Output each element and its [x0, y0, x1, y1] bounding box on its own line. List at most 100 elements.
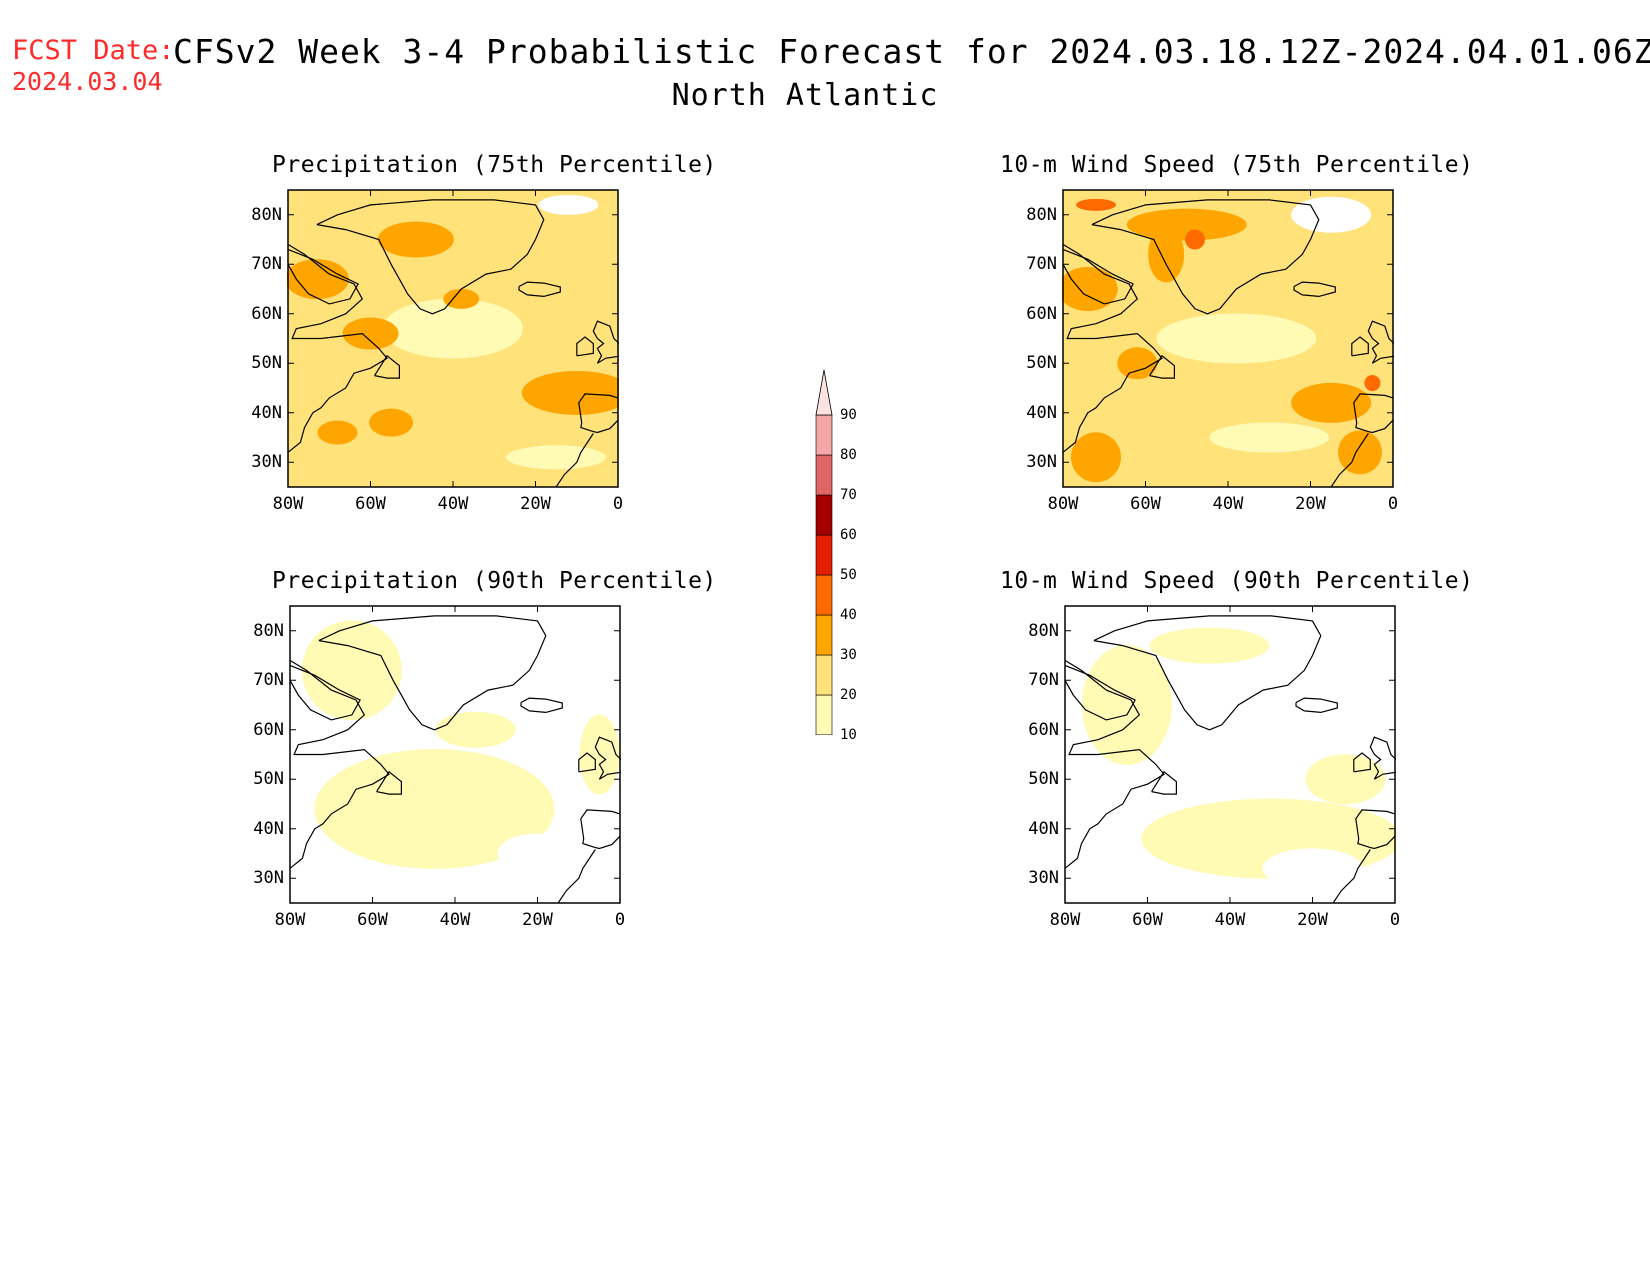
lon-tick-label: 0: [612, 494, 624, 514]
ireland-coast: [1351, 336, 1369, 357]
map-wind-75th: [1062, 189, 1394, 488]
lat-tick-label: 80N: [1028, 620, 1059, 641]
lon-tick-label: 60W: [357, 910, 388, 930]
iberia-coast: [1355, 809, 1396, 850]
lon-tick-label: 80W: [272, 494, 304, 514]
field-patch-white: [538, 194, 599, 215]
map-ticks: [1064, 606, 1396, 903]
map-precip-90th: [289, 605, 621, 904]
north-america-coast: [287, 243, 388, 453]
newfoundland-coast: [376, 770, 403, 795]
map-content: [287, 189, 619, 488]
map-ticks: [287, 190, 619, 487]
lon-tick-label: 60W: [1130, 494, 1161, 514]
field-patch-orange: [1062, 267, 1118, 311]
map-ticks: [1062, 190, 1394, 487]
lat-tick-label: 30N: [253, 868, 284, 889]
colorbar-segment: [815, 614, 833, 656]
ireland-coast: [576, 336, 594, 357]
coastlines: [289, 615, 621, 904]
colorbar-level-label: 70: [840, 487, 857, 503]
baffin-coast: [287, 248, 359, 305]
lat-tick-label: 60N: [1028, 719, 1059, 740]
great-britain-coast: [594, 736, 621, 780]
field-patch-light: [314, 748, 555, 869]
north-america-coast: [289, 659, 390, 869]
africa-coast: [1332, 849, 1371, 904]
lat-tick-label: 30N: [1026, 452, 1057, 473]
iberia-coast: [580, 809, 621, 850]
map-ticks: [289, 606, 621, 903]
greenland-coast: [1093, 615, 1322, 731]
lat-tick-label: 50N: [253, 769, 284, 790]
field-patch-orange: [369, 408, 414, 437]
greenland-coast: [318, 615, 547, 731]
lat-tick-label: 60N: [1026, 303, 1057, 324]
field-patch-orange: [443, 288, 480, 309]
panel-title-precip90: Precipitation (90th Percentile): [272, 568, 717, 594]
field-patch-white: [1262, 848, 1363, 889]
lat-tick-label: 40N: [251, 402, 282, 423]
lat-tick-label: 70N: [253, 670, 284, 691]
lat-tick-label: 50N: [1026, 353, 1057, 374]
baffin-coast: [1062, 248, 1134, 305]
field-patch-deep-orange: [1076, 198, 1116, 211]
lat-tick-label: 80N: [251, 204, 282, 225]
lat-tick-label: 40N: [1026, 402, 1057, 423]
probability-field: [1081, 627, 1396, 889]
region-subtitle: North Atlantic: [0, 79, 1650, 113]
colorbar-level-label: 30: [840, 647, 857, 663]
colorbar-segment: [815, 694, 833, 735]
field-patch-orange: [1148, 226, 1185, 283]
map-content: [289, 605, 621, 904]
lat-tick-label: 40N: [253, 818, 284, 839]
africa-coast: [555, 433, 594, 488]
page-title: CFSv2 Week 3-4 Probabilistic Forecast fo…: [173, 32, 1650, 71]
lon-tick-label: 20W: [520, 494, 551, 514]
north-america-coast: [1062, 243, 1163, 453]
map-content: [1064, 605, 1396, 904]
great-britain-coast: [1367, 320, 1394, 364]
map-content: [1062, 189, 1394, 488]
field-patch-orange: [521, 370, 619, 415]
field-patch-deep-orange: [1185, 229, 1205, 250]
field-patch-orange: [287, 259, 349, 300]
great-britain-coast: [1369, 736, 1396, 780]
iberia-coast: [578, 393, 619, 434]
panel-title-precip75: Precipitation (75th Percentile): [272, 152, 717, 178]
lat-tick-label: 70N: [1028, 670, 1059, 691]
field-patch-light: [301, 620, 402, 721]
coastlines: [1062, 199, 1394, 488]
lon-tick-label: 60W: [355, 494, 386, 514]
lon-tick-label: 40W: [437, 494, 469, 514]
lat-tick-label: 30N: [251, 452, 282, 473]
lat-tick-label: 60N: [251, 303, 282, 324]
field-patch-orange: [1117, 347, 1158, 380]
lat-tick-label: 80N: [1026, 204, 1057, 225]
iceland-coast: [520, 697, 563, 714]
iceland-coast: [1295, 697, 1338, 714]
field-patch-white: [497, 833, 578, 874]
lon-tick-label: 20W: [1297, 910, 1328, 930]
colorbar-level-label: 40: [840, 607, 857, 623]
iberia-coast: [1353, 393, 1394, 434]
colorbar-level-label: 20: [840, 687, 857, 703]
lon-tick-label: 80W: [1047, 494, 1079, 514]
map-wind-90th: [1064, 605, 1396, 904]
field-patch-light: [383, 298, 523, 359]
probability-field: [287, 194, 619, 470]
ireland-coast: [578, 752, 596, 773]
lon-tick-label: 20W: [522, 910, 553, 930]
field-patch-light: [435, 711, 516, 748]
lat-tick-label: 30N: [1028, 868, 1059, 889]
colorbar-segment: [815, 654, 833, 696]
colorbar: [815, 369, 833, 735]
colorbar-level-label: 90: [840, 407, 857, 423]
probability-field: [1062, 196, 1382, 483]
newfoundland-coast: [1149, 354, 1176, 379]
colorbar-level-label: 10: [840, 727, 857, 743]
lat-tick-label: 70N: [1026, 254, 1057, 275]
baffin-coast: [289, 664, 361, 721]
lat-tick-label: 80N: [253, 620, 284, 641]
field-patch-white: [1291, 196, 1372, 233]
